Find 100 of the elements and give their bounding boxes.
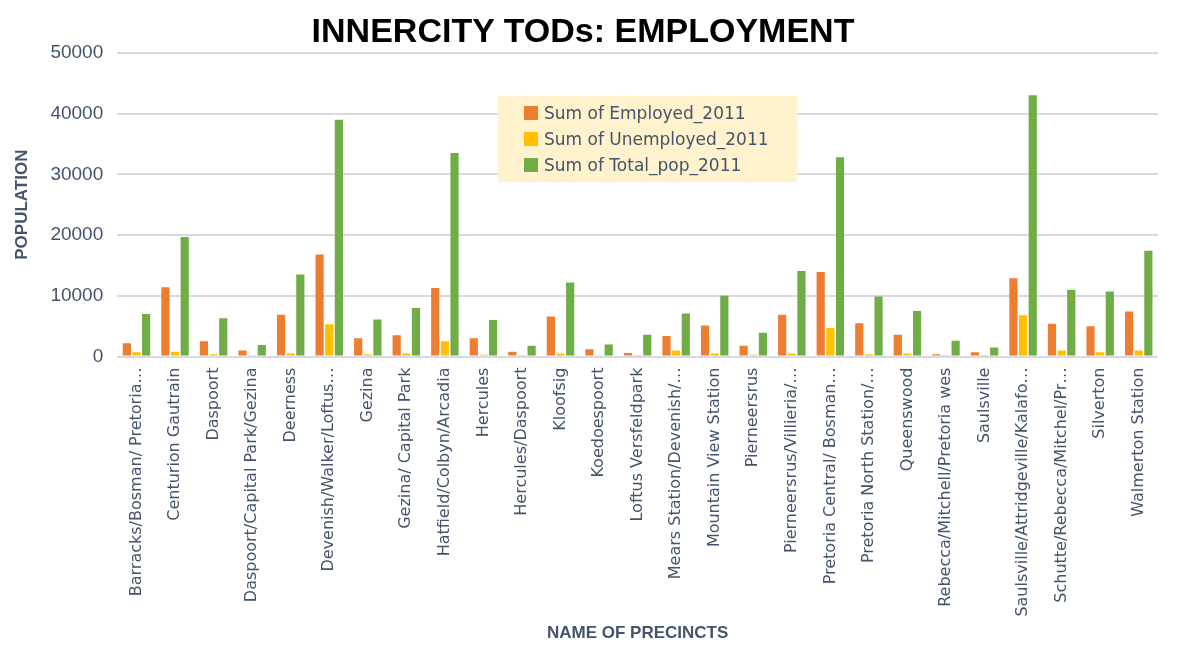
- x-tick-label: Koedoespoort: [588, 367, 608, 478]
- bar: [334, 119, 343, 356]
- bar: [1105, 291, 1114, 356]
- bar: [903, 353, 912, 356]
- bar: [816, 272, 825, 356]
- x-tick-label: Silverton: [1089, 367, 1109, 439]
- bar: [402, 353, 411, 356]
- x-tick-label: Centurion Gautrain: [164, 367, 184, 521]
- x-tick-label: Devenish/Walker/Loftus…: [318, 367, 338, 572]
- bar: [556, 353, 565, 356]
- bar: [1057, 350, 1066, 356]
- y-axis-title: POPULATION: [11, 149, 31, 260]
- x-tick-label: Mountain View Station: [703, 367, 723, 548]
- bar: [604, 344, 613, 356]
- x-tick-label: Deerness: [279, 367, 299, 443]
- bar: [585, 349, 594, 356]
- bar: [855, 323, 864, 356]
- bar: [170, 351, 180, 356]
- bar: [787, 353, 796, 356]
- x-tick-label: Hatfield/Colbyn/Arcadia: [434, 367, 454, 557]
- bar: [1134, 350, 1143, 356]
- x-tick-label: Daspoort/Capital Park/Gezina: [241, 367, 261, 603]
- x-tick-label: Loftus Versfeldpark: [626, 366, 646, 522]
- bar: [315, 254, 324, 356]
- bar: [1067, 289, 1076, 356]
- bar: [373, 319, 382, 356]
- bar: [296, 274, 305, 356]
- bar: [758, 332, 767, 356]
- x-tick-label: Mears Station/Devenish/…: [665, 367, 685, 580]
- y-tick-label: 50000: [50, 41, 104, 63]
- bar: [951, 340, 960, 356]
- bar: [325, 324, 334, 356]
- x-tick-label: Saulsville: [973, 367, 993, 444]
- bar: [1096, 352, 1105, 356]
- bar: [286, 353, 295, 356]
- y-tick-label: 10000: [50, 284, 104, 306]
- x-tick-label: Rebecca/Mitchell/Pretoria wes: [935, 367, 955, 607]
- bar: [912, 311, 922, 356]
- bar: [546, 316, 555, 356]
- bar: [219, 318, 228, 356]
- x-tick-label: Pierneersrus: [742, 367, 762, 468]
- bar: [276, 314, 286, 356]
- bar: [161, 287, 170, 356]
- bar: [1047, 323, 1057, 356]
- bar: [238, 350, 247, 356]
- bar: [681, 313, 690, 356]
- bar: [970, 352, 979, 356]
- x-tick-label: Hercules: [472, 367, 492, 438]
- bar: [1009, 278, 1018, 356]
- bar: [835, 157, 845, 356]
- bar: [1124, 311, 1134, 356]
- bar: [392, 335, 401, 356]
- y-tick-label: 30000: [50, 162, 104, 184]
- bar: [672, 350, 681, 356]
- bar: [662, 335, 671, 356]
- bar: [199, 341, 209, 356]
- bar: [354, 338, 363, 356]
- bar: [643, 334, 652, 356]
- bar: [132, 352, 141, 356]
- legend-label: Sum of Total_pop_2011: [544, 154, 742, 178]
- x-tick-label: Pierneersrus/Villieria/…: [780, 367, 800, 554]
- bar: [488, 320, 498, 356]
- bar: [142, 314, 151, 356]
- x-tick-label: Gezina/ Capital Park: [395, 366, 415, 529]
- x-tick-label: Saulsville/Attridgeville/Kalafo…: [1012, 367, 1032, 617]
- bar: [797, 270, 806, 356]
- bar: [566, 282, 575, 356]
- legend-label: Sum of Employed_2011: [544, 102, 746, 126]
- bar: [122, 343, 131, 356]
- bar: [623, 352, 633, 356]
- bar: [450, 153, 459, 356]
- x-tick-label: Gezina: [356, 367, 376, 423]
- x-tick-label: Daspoort: [202, 367, 222, 441]
- bar: [893, 334, 902, 356]
- bar: [411, 307, 421, 356]
- bar: [874, 296, 883, 356]
- bar: [1144, 250, 1153, 356]
- bar: [440, 341, 449, 356]
- bar: [469, 338, 478, 356]
- legend-label: Sum of Unemployed_2011: [544, 128, 769, 152]
- bar: [700, 325, 710, 356]
- y-tick-label: 20000: [50, 223, 104, 245]
- x-tick-label: Hercules/Daspoort: [511, 367, 531, 516]
- bar: [1028, 95, 1037, 356]
- bar: [1086, 326, 1095, 356]
- bar: [710, 353, 719, 356]
- bar: [778, 314, 787, 356]
- x-tick-label: Pretoria Central/ Bosman…: [819, 367, 839, 585]
- x-tick-label: Kloofsig: [549, 367, 569, 431]
- y-tick-label: 40000: [50, 101, 104, 123]
- bar: [257, 345, 266, 356]
- x-tick-label: Pretoria North Station/…: [858, 367, 878, 564]
- bar: [527, 345, 536, 356]
- x-tick-label: Walmerton Station: [1127, 367, 1147, 517]
- bar: [1018, 315, 1028, 356]
- x-axis-title: NAME OF PRECINCTS: [546, 623, 729, 643]
- x-tick-label: Barracks/Bosman/ Pretoria…: [125, 367, 145, 597]
- bar: [431, 287, 440, 356]
- bar: [739, 345, 748, 356]
- bar: [990, 347, 999, 356]
